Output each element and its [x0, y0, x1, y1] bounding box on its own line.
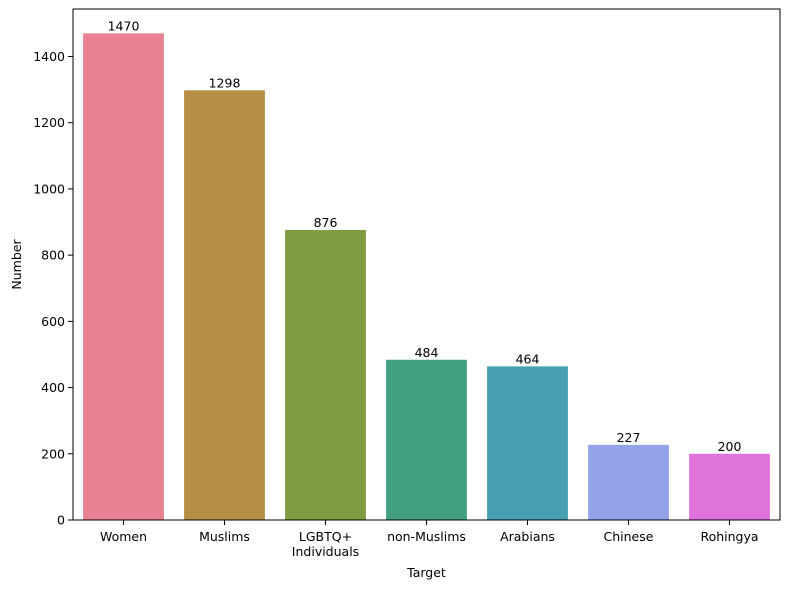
x-tick-label-3: non-Muslims — [387, 529, 466, 544]
bar-5 — [588, 444, 669, 520]
x-tick-label-line: Chinese — [604, 529, 654, 544]
x-axis-label: Target — [406, 565, 446, 580]
y-tick-label-7: 1400 — [33, 49, 65, 64]
data-label-6: 200 — [718, 439, 742, 454]
y-tick-label-5: 1000 — [33, 181, 65, 196]
data-label-0: 1470 — [108, 18, 140, 33]
x-tick-label-line: Women — [100, 529, 147, 544]
data-label-2: 876 — [314, 215, 338, 230]
x-tick-label-6: Rohingya — [700, 529, 758, 544]
y-tick-label-4: 800 — [41, 248, 65, 263]
y-axis: 0 200 400 600 800 1000 1200 1400 — [33, 49, 73, 528]
plot-frame — [72, 8, 781, 521]
bar-0 — [83, 33, 164, 520]
y-tick-label-0: 0 — [57, 513, 65, 528]
x-tick-label-0: Women — [100, 529, 147, 544]
x-tick-label-line: Rohingya — [700, 529, 758, 544]
bar-2 — [285, 229, 366, 520]
bar-3 — [386, 359, 467, 520]
data-label-1: 1298 — [209, 75, 241, 90]
y-tick-label-1: 200 — [41, 446, 65, 461]
x-axis: Women Muslims LGBTQ+ Individuals non-Muslims… — [100, 520, 759, 559]
y-axis-label: Number — [9, 239, 24, 290]
x-tick-label-2: LGBTQ+ Individuals — [292, 529, 359, 559]
x-tick-label-line: Muslims — [199, 529, 250, 544]
y-tick-label-2: 400 — [41, 380, 65, 395]
x-tick-label-line: Arabians — [500, 529, 555, 544]
bar-4 — [487, 366, 568, 520]
bar-6 — [689, 453, 770, 520]
data-label-3: 484 — [415, 345, 439, 360]
x-tick-label-line: LGBTQ+ — [299, 529, 352, 544]
x-tick-label-5: Chinese — [604, 529, 654, 544]
data-label-5: 227 — [617, 430, 641, 445]
y-tick-label-6: 1200 — [33, 115, 65, 130]
bars-group — [83, 33, 770, 520]
x-tick-label-line: Individuals — [292, 544, 359, 559]
x-tick-label-4: Arabians — [500, 529, 555, 544]
data-label-4: 464 — [516, 351, 540, 366]
x-tick-label-1: Muslims — [199, 529, 250, 544]
bar-1 — [184, 90, 265, 520]
x-tick-label-line: non-Muslims — [387, 529, 466, 544]
y-tick-label-3: 600 — [41, 314, 65, 329]
data-labels-group: 1470 1298 876 484 464 227 200 — [108, 18, 742, 453]
